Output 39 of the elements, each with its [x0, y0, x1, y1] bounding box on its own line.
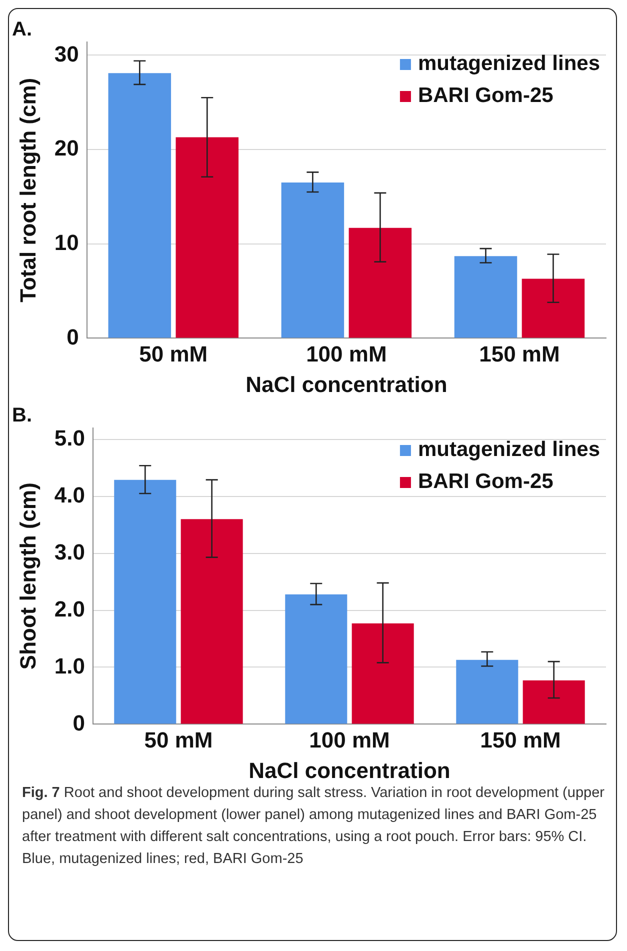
- x-tick-label: 50 mM: [144, 727, 213, 752]
- bar: [522, 278, 585, 338]
- bar: [180, 519, 243, 724]
- x-axis-title: NaCl concentration: [248, 758, 450, 783]
- x-tick-label: 150 mM: [479, 341, 560, 366]
- bar: [522, 680, 585, 724]
- x-axis-title: NaCl concentration: [246, 372, 448, 397]
- y-tick-label: 0: [66, 324, 79, 350]
- bar: [285, 594, 348, 724]
- x-tick-label: 150 mM: [480, 727, 561, 752]
- y-tick-label: 5.0: [54, 425, 85, 450]
- chart-title: A.: [12, 18, 32, 41]
- legend-label: BARI Gom-25: [418, 470, 554, 493]
- bar: [454, 256, 518, 338]
- y-tick-label: 4.0: [54, 482, 85, 508]
- y-tick-label: 10: [54, 230, 79, 255]
- x-tick-label: 100 mM: [306, 341, 387, 366]
- caption: Fig. 7 Root and shoot development during salt stress. Variation in root development (upper panel) and shoot development (lower panel) among mutagenized lines and BARI Gom-25 after treatment with different salt concentrations, using a root pouch. Error bars: 95% CI. Blue, mutagenized lines; red, BARI Gom-25: [22, 784, 606, 869]
- bar: [456, 660, 518, 724]
- bar: [281, 182, 344, 338]
- legend-label: mutagenized lines: [418, 438, 600, 461]
- y-tick-label: 1.0: [54, 653, 85, 678]
- bar: [352, 623, 414, 724]
- bar: [176, 137, 239, 338]
- bar: [108, 73, 172, 338]
- y-tick-label: 0: [72, 710, 85, 736]
- chart-title: B.: [12, 404, 32, 427]
- bar: [114, 480, 176, 724]
- legend-label: mutagenized lines: [418, 52, 600, 75]
- y-tick-label: 3.0: [54, 539, 85, 564]
- y-tick-label: 30: [54, 41, 79, 66]
- y-tick-label: 2.0: [54, 596, 85, 622]
- y-axis-title: Shoot length (cm): [15, 482, 40, 670]
- legend-label: BARI Gom-25: [418, 84, 554, 107]
- x-tick-label: 100 mM: [309, 727, 390, 752]
- bar: [348, 228, 412, 338]
- y-tick-label: 20: [54, 136, 79, 161]
- y-axis-title: Total root length (cm): [15, 78, 40, 302]
- x-tick-label: 50 mM: [139, 341, 208, 366]
